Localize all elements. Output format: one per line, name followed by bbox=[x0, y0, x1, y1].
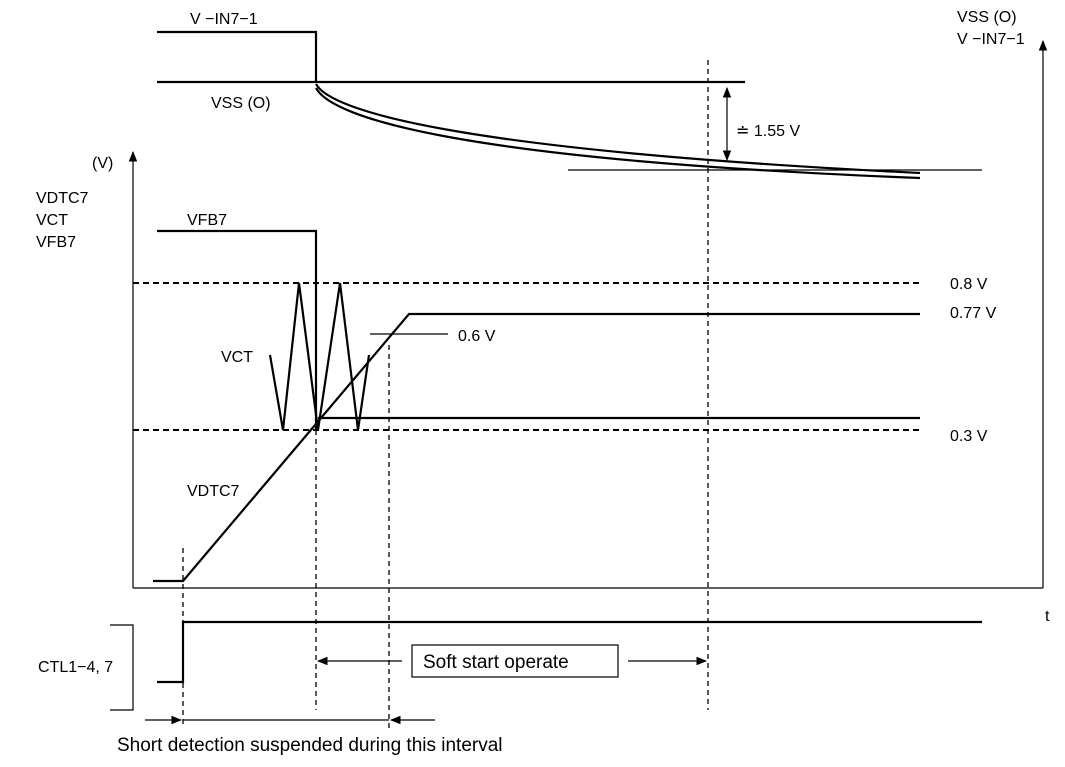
soft-start-box bbox=[411, 644, 619, 678]
label-vct: VCT bbox=[221, 349, 253, 366]
vct-waveform bbox=[268, 282, 371, 431]
ctl-waveform bbox=[157, 620, 982, 684]
label-y-1: VDTC7 bbox=[36, 190, 89, 207]
label-y-2: VCT bbox=[36, 212, 68, 229]
label-0-6v: 0.6 V bbox=[458, 328, 496, 345]
label-0-77v: 0.77 V bbox=[950, 305, 997, 322]
label-ctl: CTL1−4, 7 bbox=[38, 659, 113, 676]
label-y-3: VFB7 bbox=[36, 234, 76, 251]
ctl-bracket bbox=[110, 624, 134, 711]
label-right-axis-2: V −IN7−1 bbox=[957, 31, 1025, 48]
label-v-in7-1-top: V −IN7−1 bbox=[190, 11, 258, 28]
vdtc7-waveform bbox=[153, 312, 920, 583]
v-in7-1-waveform bbox=[157, 30, 318, 82]
label-vfb7: VFB7 bbox=[187, 212, 227, 229]
label-vdtc7: VDTC7 bbox=[187, 483, 240, 500]
label-t-axis: t bbox=[1045, 608, 1050, 625]
label-short-detection: Short detection suspended during this in… bbox=[117, 735, 503, 756]
label-delta-voltage: ≐ 1.55 V bbox=[736, 123, 800, 140]
vss-o-decay-curve-2 bbox=[315, 87, 921, 180]
vss-o-decay-curve-1 bbox=[315, 83, 921, 175]
label-y-unit: (V) bbox=[92, 155, 113, 172]
vfb7-waveform bbox=[157, 229, 318, 430]
label-vss-o-top: VSS (O) bbox=[211, 95, 271, 112]
label-0-8v: 0.8 V bbox=[950, 276, 988, 293]
label-0-3v: 0.3 V bbox=[950, 428, 988, 445]
label-soft-start: Soft start operate bbox=[423, 652, 569, 673]
label-right-axis-1: VSS (O) bbox=[957, 9, 1017, 26]
